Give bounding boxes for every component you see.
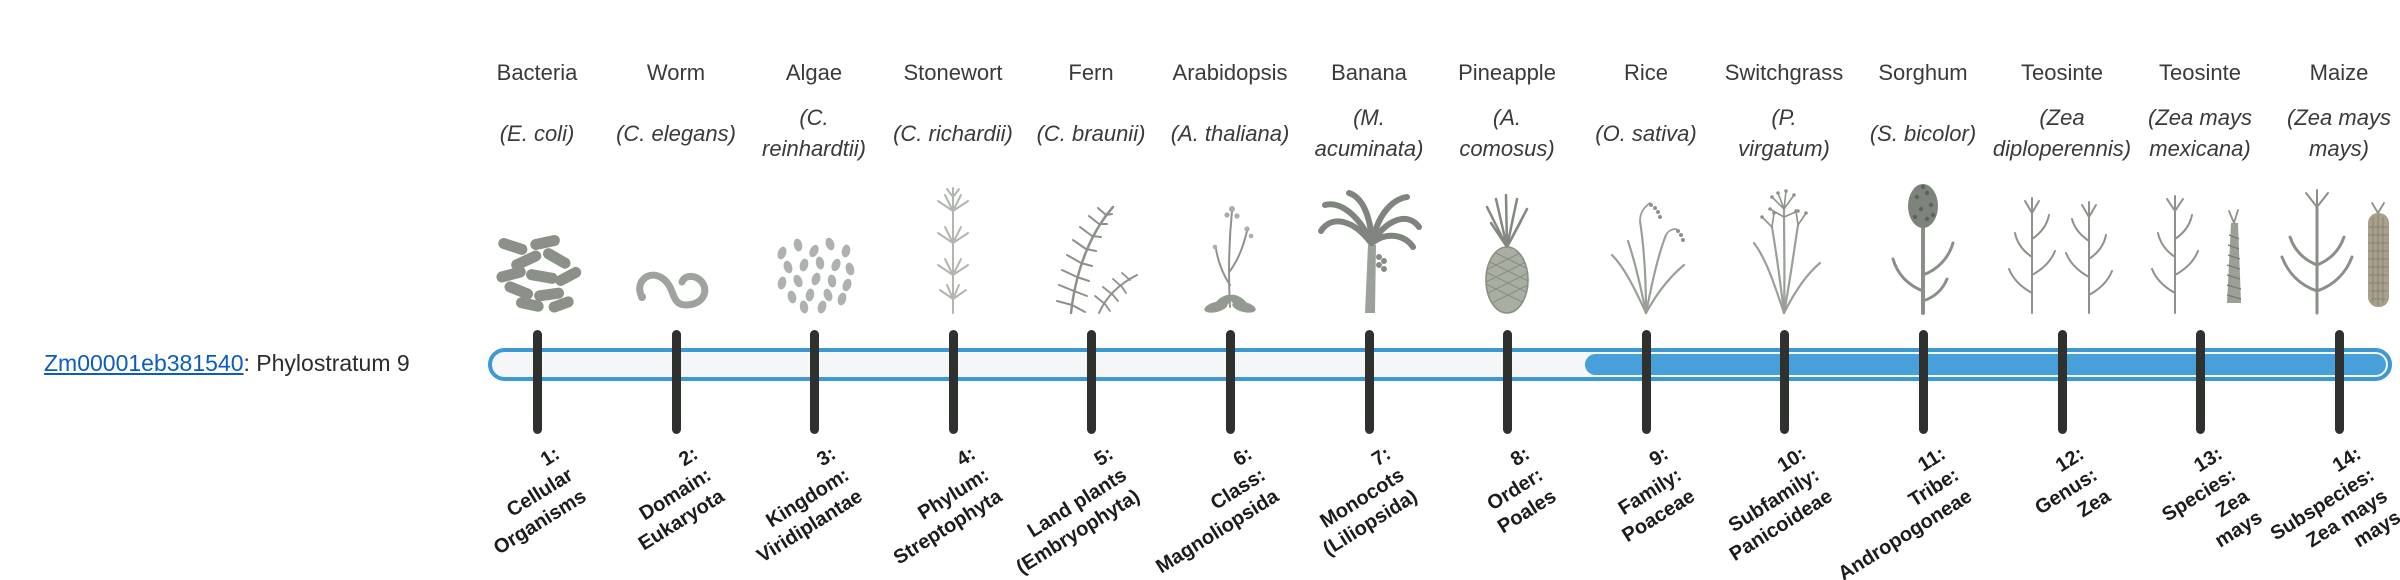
organism-scientific-name: (Zea mays mays) <box>2287 105 2391 161</box>
pineapple-illustration <box>1422 170 1592 315</box>
phylostratum-tick <box>533 330 542 434</box>
stonewort-illustration <box>868 170 1038 315</box>
phylostratum-axis-label: 9: Family: Poaceae <box>1614 442 1699 547</box>
sorghum-illustration <box>1838 170 2008 315</box>
organism-scientific-name: (Zea diploperennis) <box>1992 105 2132 161</box>
organism-common-name: Worm <box>646 60 706 85</box>
phylostratum-axis-label: 6: Class: Magnoliopsida <box>1152 442 1283 579</box>
organism-common-name: Rice <box>1623 60 1668 85</box>
fern-illustration <box>1006 170 1176 315</box>
phylostratum-tick <box>1226 330 1235 434</box>
phylostratum-axis-label: 1: Cellular Organisms <box>489 442 590 560</box>
switchgrass-illustration <box>1699 170 1869 315</box>
organism-common-name: Switchgrass <box>1724 60 1844 85</box>
organism-scientific-name: (M. acuminata) <box>1314 105 1424 161</box>
phylostratum-tick <box>2335 330 2344 434</box>
organism-scientific-name: (P. virgatum) <box>1738 105 1830 161</box>
phylostratum-axis-label: 11: Tribe: Andropogoneae <box>1833 442 1976 580</box>
organism-common-name: Teosinte <box>2021 60 2103 85</box>
phylostratum-axis-label: 4: Phylum: Streptophyta <box>889 442 1006 570</box>
phylostratum-tick <box>1919 330 1928 434</box>
phylostratum-tick <box>949 330 958 434</box>
organism-scientific-name: (Zea mays mexicana) <box>2148 105 2252 161</box>
phylostratum-bar-fill <box>1585 354 2386 375</box>
organism-scientific-name: (C. braunii) <box>1036 120 1146 146</box>
arabidopsis-illustration <box>1145 170 1315 315</box>
phylostratum-tick <box>1087 330 1096 434</box>
phylostratum-tick <box>1642 330 1651 434</box>
gene-label: Zm00001eb381540: Phylostratum 9 <box>44 350 410 377</box>
gene-link[interactable]: Zm00001eb381540 <box>44 350 244 376</box>
rice-illustration <box>1561 170 1731 315</box>
teosinte-mexicana-illustration <box>2115 170 2285 315</box>
organism-scientific-name: (A. thaliana) <box>1170 120 1290 146</box>
organism-common-name: Banana <box>1331 60 1407 85</box>
phylostratum-axis-label: 5: Land plants (Embryophyta) <box>1012 442 1144 579</box>
algae-illustration <box>729 170 899 315</box>
phylostratum-tick <box>1780 330 1789 434</box>
banana-illustration <box>1284 170 1454 315</box>
organism-scientific-name: (S. bicolor) <box>1869 120 1977 146</box>
organism-common-name: Bacteria <box>496 60 578 85</box>
organism-common-name: Stonewort <box>903 60 1003 85</box>
phylostratum-tick <box>1503 330 1512 434</box>
phylostratum-tick <box>2196 330 2205 434</box>
organism-common-name: Teosinte <box>2159 60 2241 85</box>
organism-common-name: Algae <box>785 60 843 85</box>
organism-scientific-name: (C. elegans) <box>616 120 736 146</box>
organism-scientific-name: (C. reinhardtii) <box>762 105 866 161</box>
phylostratum-tick <box>2058 330 2067 434</box>
organism-scientific-name: (C. richardii) <box>893 120 1013 146</box>
phylostratum-text: : Phylostratum 9 <box>243 350 410 376</box>
phylostratum-tick <box>672 330 681 434</box>
phylostratum-axis-label: 13: Species: Zea mays <box>2158 442 2266 553</box>
phylostratum-bar <box>488 348 2392 381</box>
phylostratum-axis-label: 14: Subspecies: Zea mays mays <box>2266 442 2400 553</box>
teosinte-diploperennis-illustration <box>1977 170 2147 315</box>
phylostratum-axis-label: 3: Kingdom: Viridiplantae <box>753 442 867 568</box>
organism-scientific-name: (E. coli) <box>499 120 575 146</box>
phylostratum-tick <box>1365 330 1374 434</box>
phylostratum-tick <box>810 330 819 434</box>
phylostratum-axis-label: 2: Domain: Eukaryota <box>635 442 729 556</box>
organism-common-name: Maize <box>2309 60 2369 85</box>
maize-illustration <box>2254 170 2400 315</box>
organism-common-name: Pineapple <box>1458 60 1556 85</box>
organism-common-name: Arabidopsis <box>1172 60 1288 85</box>
phylostratum-axis-label: 10: Subfamily: Panicoideae <box>1725 442 1837 566</box>
organism-scientific-name: (A. comosus) <box>1459 105 1555 161</box>
worm-illustration <box>591 170 761 315</box>
organism-scientific-name: (O. sativa) <box>1595 120 1697 146</box>
organism-common-name: Sorghum <box>1878 60 1968 85</box>
bacteria-illustration <box>452 170 622 315</box>
organism-common-name: Fern <box>1068 60 1114 85</box>
phylostratum-axis-label: 7: Monocots (Liliopsida) <box>1316 442 1422 561</box>
phylostratum-axis-label: 12: Genus: Zea <box>2031 442 2115 523</box>
phylostratum-axis-label: 8: Order: Poales <box>1482 442 1560 539</box>
